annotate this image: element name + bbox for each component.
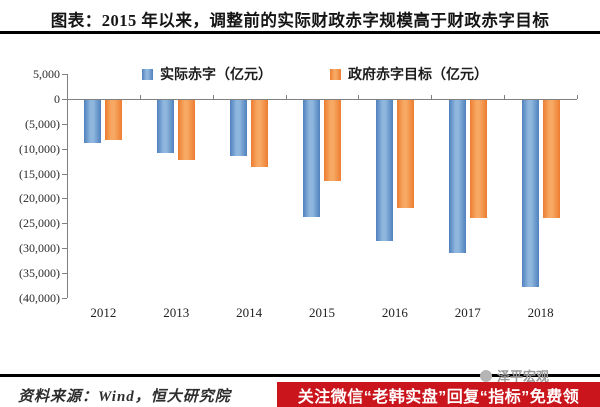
bar-target-2018	[542, 99, 560, 219]
y-axis-label: (40,000)	[19, 291, 60, 305]
bar-actual-2015	[303, 99, 320, 218]
y-axis-tick	[62, 98, 67, 100]
x-axis-tick	[358, 94, 360, 99]
bar-actual-2017	[448, 99, 466, 254]
bar-actual-2014	[230, 99, 248, 157]
y-axis-label: (30,000)	[19, 241, 60, 256]
bar-target-2016	[396, 99, 414, 209]
bar-actual-2013	[157, 99, 175, 153]
zero-line	[67, 98, 577, 100]
x-axis-tick	[285, 94, 287, 99]
y-axis-tick	[62, 198, 67, 200]
x-axis-tick	[431, 94, 433, 99]
x-axis-tick	[577, 94, 578, 99]
x-axis-label-2016: 2016	[381, 305, 408, 320]
watermark-logo-icon	[480, 369, 492, 382]
promo-banner: 关注微信“老韩实盘”回复“指标”免费领	[277, 382, 600, 407]
y-axis-label: (10,000)	[19, 141, 60, 156]
bar-target-2013	[178, 99, 196, 160]
y-axis-tick	[62, 223, 67, 225]
y-axis-label: (20,000)	[19, 191, 60, 206]
x-axis-label-2018: 2018	[527, 305, 554, 320]
legend-swatch-actual-deficit	[142, 68, 153, 80]
y-axis-label: (25,000)	[19, 216, 60, 231]
legend-label-target-deficit: 政府赤字目标（亿元）	[348, 68, 488, 83]
y-axis-tick	[62, 273, 67, 275]
y-axis-label: 5,000	[33, 67, 60, 81]
footer-divider	[0, 374, 600, 377]
bar-actual-2018	[521, 99, 539, 288]
y-axis-tick	[62, 173, 67, 175]
bar-target-2012	[105, 99, 123, 140]
y-axis-tick	[62, 148, 67, 150]
data-source-note: 资料来源：Wind，恒大研究院	[18, 389, 231, 405]
legend-item-actual-deficit: 实际赤字（亿元）	[142, 66, 272, 83]
y-axis-label: (5,000)	[25, 116, 60, 131]
chart-title: 图表：2015 年以来，调整前的实际财政赤字规模高于财政赤字目标	[50, 11, 550, 30]
y-axis-tick	[62, 74, 67, 75]
x-axis-label-2014: 2014	[236, 305, 263, 320]
title-divider	[0, 31, 600, 34]
y-axis-tick	[62, 123, 67, 125]
x-axis-tick	[212, 94, 214, 99]
y-axis-label: (15,000)	[19, 166, 60, 181]
x-axis-tick	[139, 94, 141, 99]
watermark: 泽平宏观	[480, 366, 549, 385]
watermark-text: 泽平宏观	[497, 369, 550, 384]
legend-item-target-deficit: 政府赤字目标（亿元）	[330, 66, 488, 83]
y-axis-label: (35,000)	[19, 266, 60, 281]
y-axis-label: 0	[54, 91, 60, 106]
x-axis-tick	[504, 94, 506, 99]
bar-target-2015	[324, 99, 341, 181]
y-axis-tick	[62, 298, 67, 299]
bar-actual-2012	[84, 99, 102, 144]
y-axis-line	[67, 74, 68, 298]
legend-label-actual-deficit: 实际赤字（亿元）	[160, 68, 272, 83]
x-axis-label-2013: 2013	[163, 305, 190, 320]
legend-swatch-target-deficit	[330, 68, 341, 80]
y-axis-tick	[62, 248, 67, 250]
bar-target-2014	[251, 99, 269, 168]
bar-target-2017	[469, 99, 487, 219]
x-axis-label-2012: 2012	[90, 305, 117, 320]
x-axis-label-2015: 2015	[309, 305, 335, 320]
x-axis-label-2017: 2017	[454, 305, 481, 320]
bar-actual-2016	[375, 99, 393, 241]
